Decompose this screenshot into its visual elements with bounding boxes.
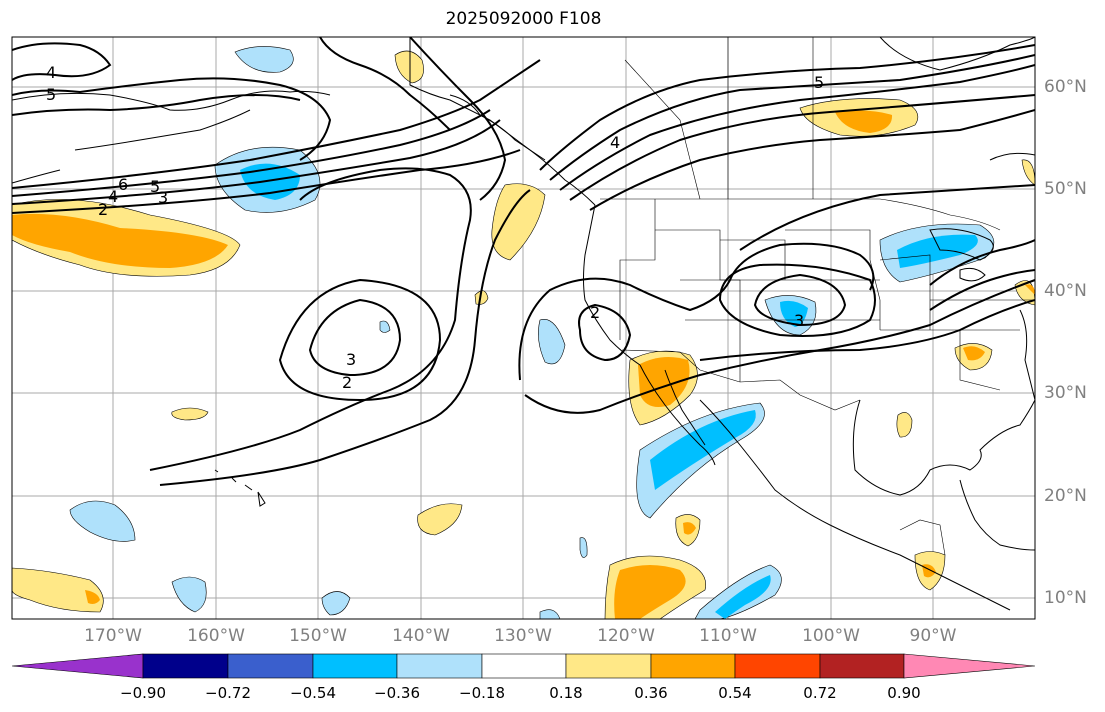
negative-anomalies [69, 46, 995, 619]
colorbar-tick-label: −0.90 [120, 684, 166, 702]
contour-lines [12, 37, 1035, 486]
lon-label: 100°W [802, 626, 860, 646]
lon-label: 160°W [187, 626, 245, 646]
lat-label: 60°N [1044, 77, 1087, 97]
positive-anomalies [12, 50, 1035, 619]
colorbar-tick-label: 0.72 [803, 684, 837, 702]
contour-label: 2 [342, 373, 352, 392]
contour-label: 4 [610, 133, 620, 152]
contour-label: 6 [118, 175, 128, 194]
contour-label: 5 [814, 73, 824, 92]
colorbar-tick-label: −0.36 [374, 684, 420, 702]
contour-label: 3 [158, 188, 168, 207]
colorbar-tick-label: 0.90 [887, 684, 921, 702]
colorbar-tick-label: 0.54 [718, 684, 752, 702]
colorbar-tick-label: 0.36 [634, 684, 668, 702]
coastlines [12, 37, 1035, 611]
contour-label: 5 [150, 177, 160, 196]
borders [600, 37, 1035, 556]
lat-label: 30°N [1044, 383, 1087, 403]
contour-label: 3 [794, 311, 804, 330]
colorbar-max-triangle [903, 653, 1036, 679]
lon-label: 110°W [699, 626, 757, 646]
contour-label: 2 [590, 303, 600, 322]
lon-label: 90°W [909, 626, 957, 646]
contour-label: 4 [108, 187, 118, 206]
colorbar-min-triangle [11, 653, 144, 679]
colorbar-tick-label: −0.18 [459, 684, 505, 702]
map-title: 2025092000 F108 [445, 9, 602, 29]
colorbar [11, 653, 1036, 679]
colorbar-tick-label: −0.54 [290, 684, 336, 702]
colorbar-tick-label: 0.18 [549, 684, 583, 702]
contour-label: 5 [46, 85, 56, 104]
contour-label: 4 [46, 63, 56, 82]
contour-label: 3 [346, 350, 356, 369]
lon-label: 140°W [392, 626, 450, 646]
lat-label: 20°N [1044, 486, 1087, 506]
lon-label: 120°W [597, 626, 655, 646]
lon-label: 150°W [289, 626, 347, 646]
lat-label: 10°N [1044, 588, 1087, 608]
lat-label: 40°N [1044, 281, 1087, 301]
lon-label: 170°W [84, 626, 142, 646]
contour-label: 2 [98, 200, 108, 219]
colorbar-tick-label: −0.72 [205, 684, 251, 702]
contour-label-group: 4 5 6 4 5 3 2 4 5 2 3 2 3 [46, 63, 824, 392]
lon-label: 130°W [494, 626, 552, 646]
lat-label: 50°N [1044, 179, 1087, 199]
gridlines [12, 37, 1035, 619]
